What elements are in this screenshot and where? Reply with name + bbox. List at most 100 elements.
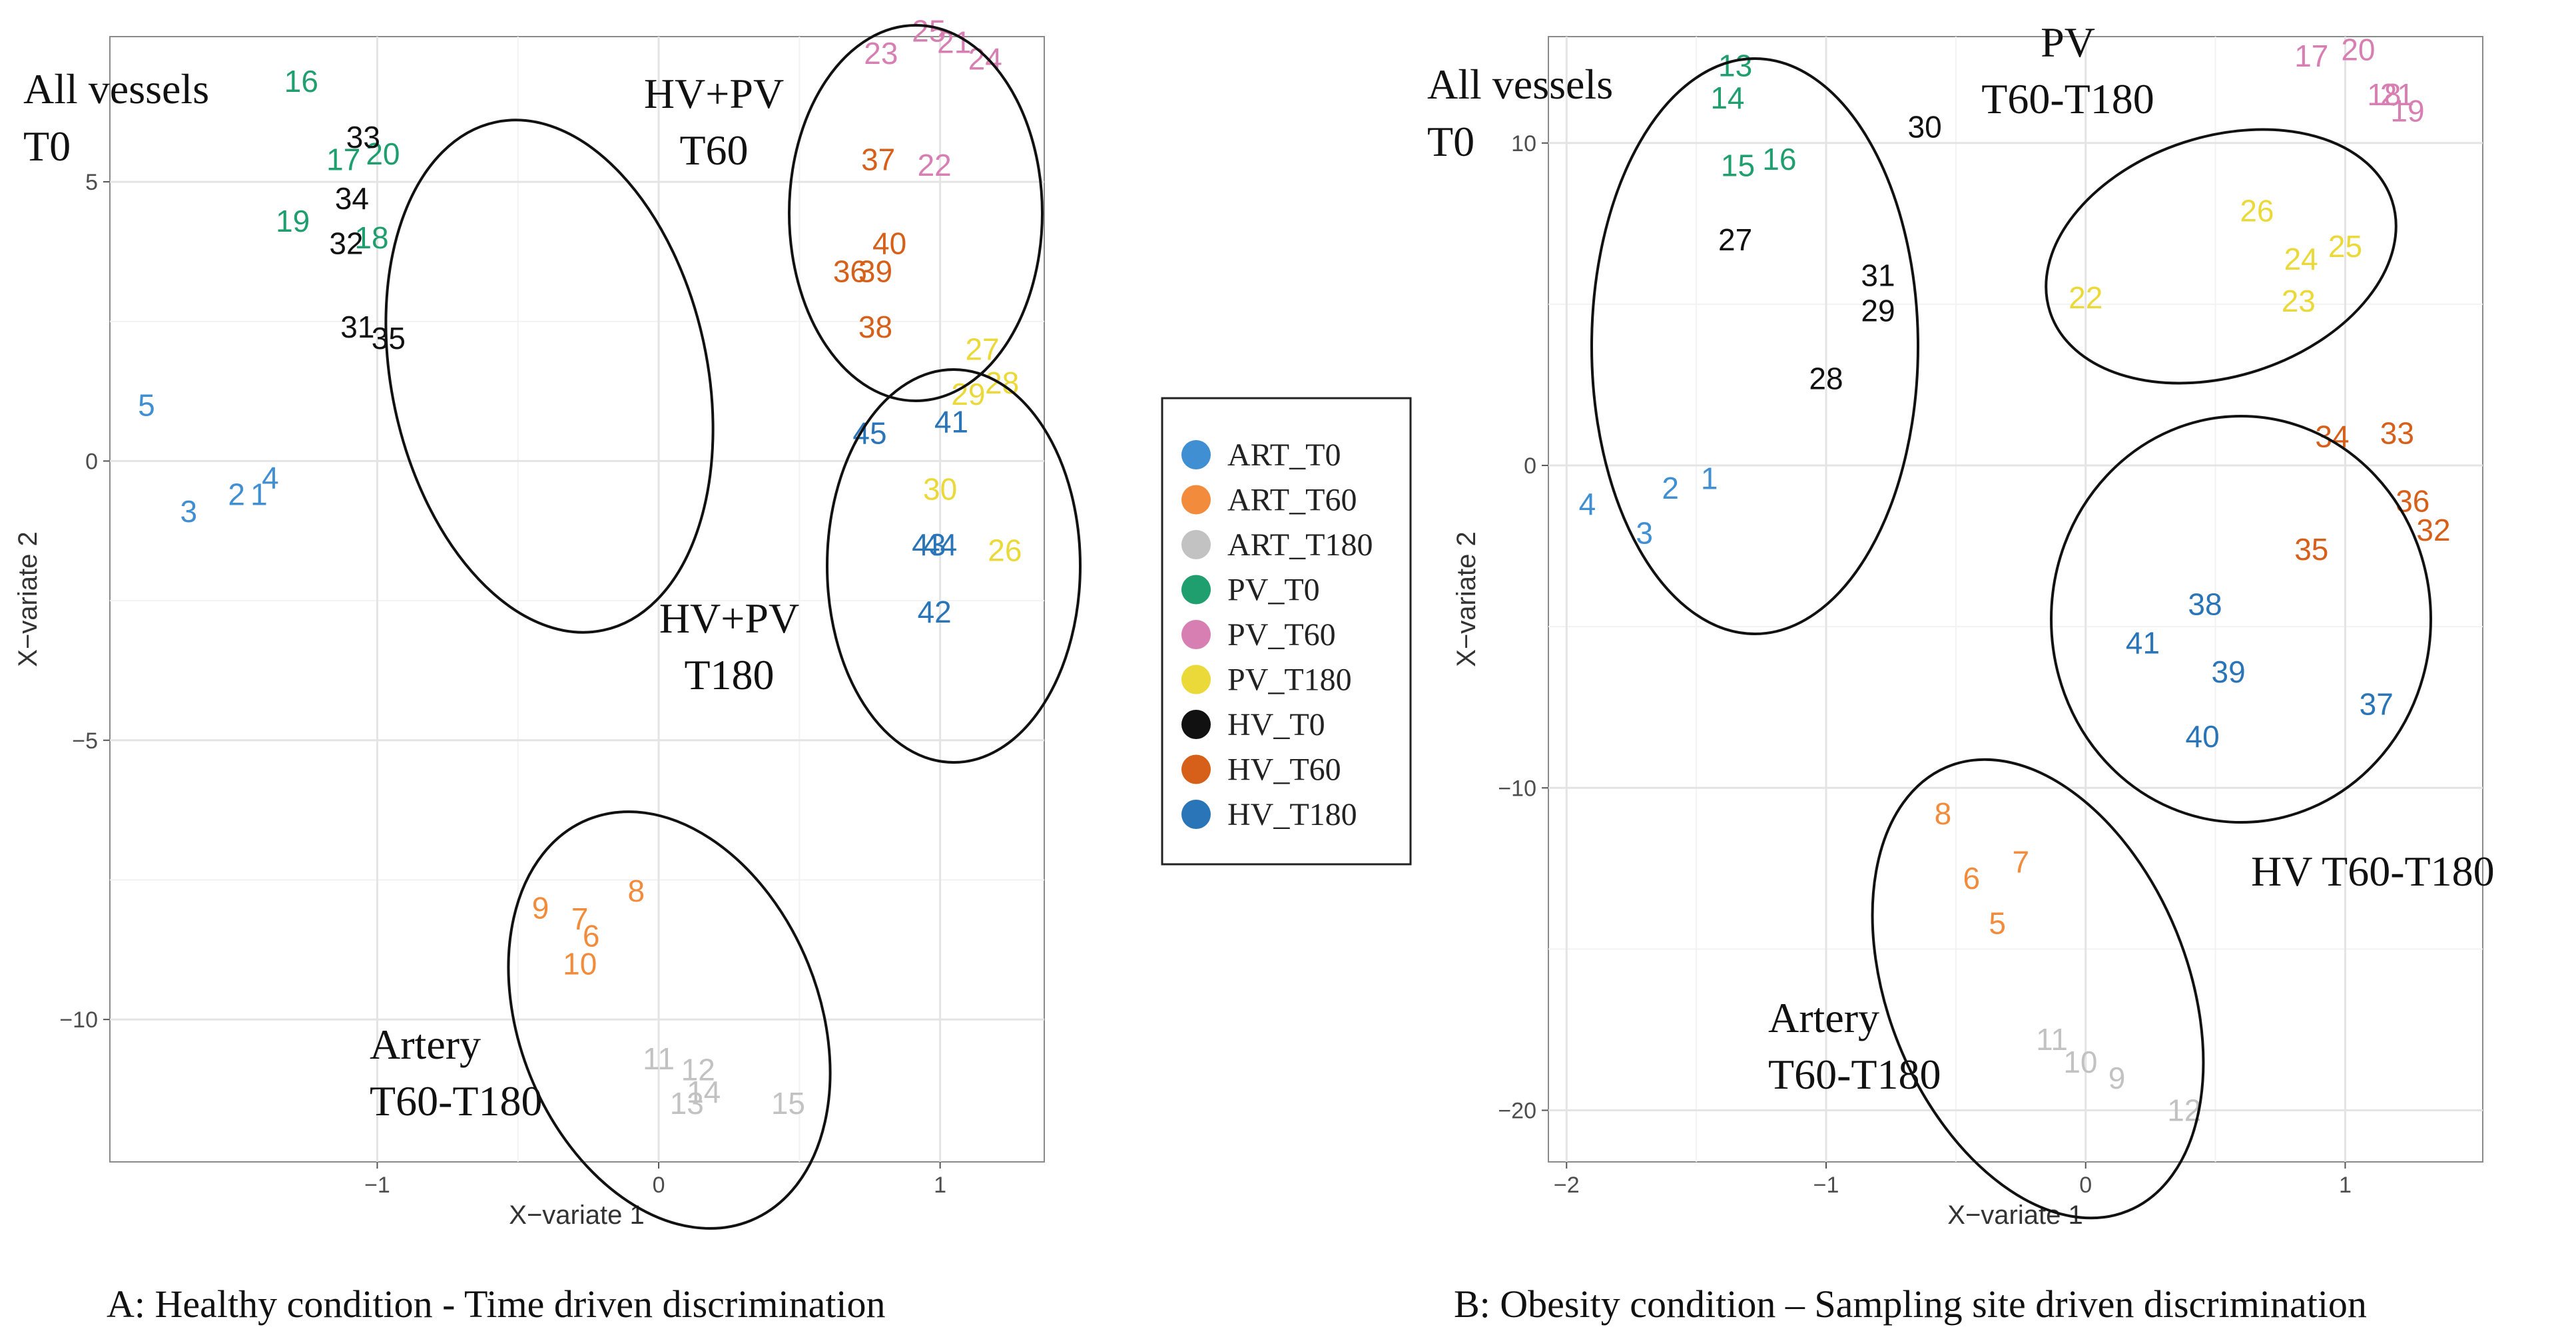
y-tick-label: 10 xyxy=(1511,131,1536,156)
data-point: 5 xyxy=(138,388,155,423)
data-point: 1 xyxy=(1701,461,1718,495)
data-point: 2 xyxy=(1662,471,1679,505)
data-point: 29 xyxy=(1861,294,1895,328)
legend-swatch xyxy=(1181,440,1211,469)
cluster-ellipse xyxy=(507,810,832,1230)
cluster-ellipse xyxy=(384,119,715,634)
data-point: 45 xyxy=(852,415,886,450)
data-point: 26 xyxy=(988,533,1022,568)
legend-swatch xyxy=(1181,800,1211,829)
legend-swatch xyxy=(1181,485,1211,515)
y-tick-label: −10 xyxy=(1498,776,1536,801)
data-point: 23 xyxy=(864,36,898,71)
data-point: 33 xyxy=(346,120,380,154)
data-point: 6 xyxy=(583,918,600,953)
data-point: 5 xyxy=(1989,906,2006,941)
legend-swatch xyxy=(1181,710,1211,739)
legend-label: ART_T0 xyxy=(1227,437,1341,473)
legend-swatch xyxy=(1181,754,1211,784)
cluster-annotation: T60-T180 xyxy=(1981,75,2154,123)
cluster-annotation: T60-T180 xyxy=(1768,1051,1941,1098)
data-point: 40 xyxy=(2186,719,2220,754)
x-tick-label: −1 xyxy=(364,1173,390,1198)
data-point: 14 xyxy=(687,1075,721,1109)
y-axis-title: X−variate 2 xyxy=(1452,531,1481,667)
data-point: 32 xyxy=(2416,513,2450,547)
cluster-annotation: All vessels xyxy=(23,65,209,113)
y-tick-label: 5 xyxy=(85,170,98,195)
data-point: 20 xyxy=(366,136,400,171)
data-point: 38 xyxy=(2188,587,2222,621)
cluster-annotation: T0 xyxy=(1427,118,1474,165)
data-point: 17 xyxy=(2294,39,2328,73)
data-point: 26 xyxy=(2240,193,2274,228)
data-point: 19 xyxy=(2390,93,2424,128)
legend-label: ART_T60 xyxy=(1227,483,1357,518)
data-point: 21 xyxy=(2380,77,2414,112)
data-point: 41 xyxy=(934,405,968,439)
data-point: 25 xyxy=(912,14,946,49)
cluster-annotation: HV+PV xyxy=(644,70,784,117)
y-tick-label: −20 xyxy=(1498,1099,1536,1124)
data-point: 10 xyxy=(563,946,597,981)
x-axis-title: X−variate 1 xyxy=(509,1201,644,1230)
panel-caption: B: Obesity condition – Sampling site dri… xyxy=(1454,1282,2367,1326)
data-point: 34 xyxy=(335,181,369,216)
data-point: 3 xyxy=(180,494,198,529)
data-point: 28 xyxy=(1809,361,1843,396)
legend-label: PV_T0 xyxy=(1227,573,1320,608)
data-point: 24 xyxy=(2284,242,2318,276)
data-point: 8 xyxy=(627,874,645,908)
data-point: 16 xyxy=(1762,142,1796,176)
data-point: 39 xyxy=(858,254,892,288)
legend-label: HV_T0 xyxy=(1227,707,1325,742)
data-point: 3 xyxy=(1636,516,1653,551)
cluster-annotation: Artery xyxy=(1768,994,1879,1041)
data-point: 6 xyxy=(1963,861,1980,896)
cluster-ellipse xyxy=(2050,415,2432,824)
data-point: 20 xyxy=(2341,32,2375,67)
data-point: 4 xyxy=(1579,487,1596,521)
data-point: 22 xyxy=(918,148,952,182)
data-point: 14 xyxy=(1710,81,1744,115)
x-tick-label: 1 xyxy=(934,1173,946,1198)
panel-caption: A: Healthy condition - Time driven discr… xyxy=(107,1282,886,1326)
legend-swatch xyxy=(1181,665,1211,694)
cluster-annotation: T180 xyxy=(684,651,774,698)
data-point: 22 xyxy=(2069,280,2102,315)
data-point: 25 xyxy=(2328,229,2362,264)
y-tick-label: −5 xyxy=(72,728,98,754)
cluster-annotation: T60-T180 xyxy=(370,1077,543,1125)
cluster-ellipse xyxy=(1871,758,2205,1220)
data-point: 40 xyxy=(872,226,906,260)
data-point: 37 xyxy=(2360,686,2394,721)
legend-label: HV_T180 xyxy=(1227,797,1357,832)
y-axis-title: X−variate 2 xyxy=(13,531,43,667)
data-point: 19 xyxy=(276,204,310,238)
y-tick-label: 0 xyxy=(85,449,98,474)
data-point: 35 xyxy=(372,321,406,356)
data-point: 1 xyxy=(250,477,268,512)
y-tick-label: 0 xyxy=(1524,453,1536,479)
data-point: 30 xyxy=(1908,110,1942,144)
legend-swatch xyxy=(1181,620,1211,649)
data-point: 33 xyxy=(2380,416,2414,451)
legend-label: PV_T60 xyxy=(1227,617,1336,653)
data-point: 23 xyxy=(2282,284,2316,318)
data-point: 11 xyxy=(643,1041,675,1076)
data-point: 38 xyxy=(858,310,892,344)
data-point: 9 xyxy=(2108,1061,2126,1095)
data-point: 43 xyxy=(912,527,946,562)
data-point: 36 xyxy=(833,254,867,288)
data-point: 32 xyxy=(329,226,363,260)
x-tick-label: 0 xyxy=(653,1173,665,1198)
data-point: 39 xyxy=(2211,655,2245,689)
data-point: 12 xyxy=(681,1053,715,1087)
cluster-annotation: HV+PV xyxy=(659,595,799,642)
y-tick-label: −10 xyxy=(59,1007,98,1033)
data-point: 8 xyxy=(1935,796,1952,831)
cluster-annotation: Artery xyxy=(370,1021,481,1068)
plot-area xyxy=(109,36,1045,1163)
data-point: 37 xyxy=(861,142,895,177)
x-tick-label: 0 xyxy=(2079,1173,2092,1198)
